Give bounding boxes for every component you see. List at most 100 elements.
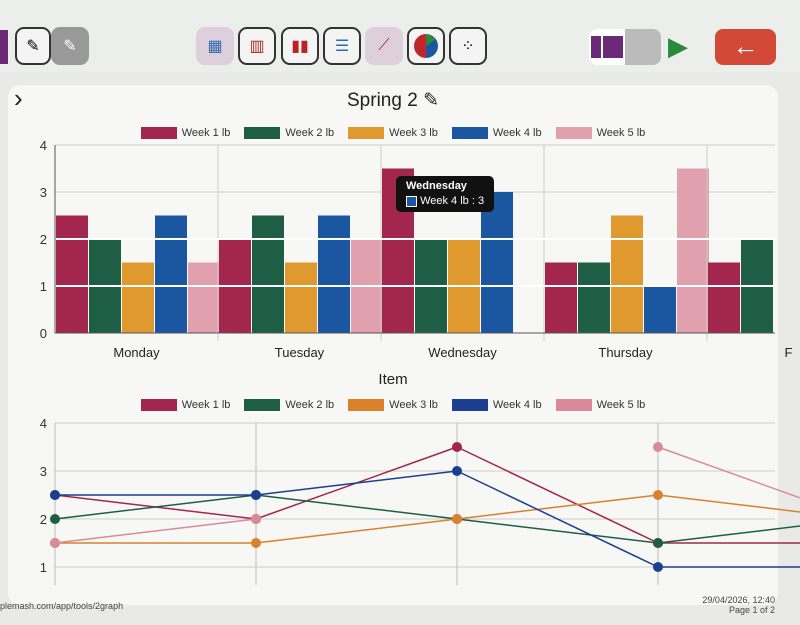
footer-url: plemash.com/app/tools/2graph [0,601,124,611]
line-legend: Week 1 lb Week 2 lb Week 3 lb Week 4 lb Week… [8,399,778,412]
legend-item[interactable]: Week 3 lb [348,127,438,140]
title-text: Spring 2 [347,90,418,111]
tooltip-swatch [406,195,417,207]
data-point [50,538,60,548]
notes-button[interactable]: ✎ [51,27,89,65]
data-point [251,514,261,524]
tooltip: Wednesday Week 4 lb : 3 [396,176,495,212]
series-line [657,494,800,513]
series-line [255,518,458,544]
bar-chart-button[interactable]: ▮▮ [281,27,319,65]
legend-item[interactable]: Week 4 lb [451,127,542,140]
bar [155,215,187,333]
legend-swatch [555,399,592,412]
bar [56,215,88,333]
legend-swatch [451,399,488,412]
data-point [452,442,462,452]
y-tick-label: 1 [40,279,47,294]
toolbar: ✎ ✎ ▦ ▥ ▮▮ ☰ ⟋ ⁘ ▶ ← [0,0,800,72]
pie-chart-button[interactable] [407,27,445,65]
legend-swatch [555,127,592,140]
chevron-right-icon[interactable]: › [14,83,23,113]
stacked-bar-button[interactable]: ▦ [196,27,234,65]
notes-off-icon: ✎ [26,38,40,55]
legend-item[interactable]: Week 2 lb [244,399,335,412]
bar [188,262,220,333]
sidebar-tab[interactable] [0,30,8,64]
legend-label: Week 1 lb [181,399,231,411]
bar [285,262,317,333]
legend-item[interactable]: Week 4 lb [451,399,542,412]
series-line [456,446,659,544]
series-line [54,494,257,520]
bar [677,168,709,333]
data-point [653,538,663,548]
legend-label: Week 2 lb [285,127,335,139]
y-tick-label: 0 [40,326,47,341]
y-tick-label: 3 [40,464,47,479]
legend-item[interactable]: Week 1 lb [140,399,231,412]
series-line [657,446,800,499]
bar [708,262,740,333]
bar [644,286,676,333]
horizontal-bar-icon: ☰ [334,38,350,55]
layout-toggle[interactable] [589,29,661,65]
x-tick-label: F [785,345,793,360]
legend-swatch [244,127,281,140]
x-tick-label: Wednesday [428,345,497,360]
line-chart-button[interactable]: ⟋ [365,27,403,65]
pie-chart-icon [414,34,438,58]
legend-label: Week 2 lb [285,399,335,411]
line-chart-icon: ⟋ [378,37,390,54]
data-point [452,514,462,524]
arrow-left-icon: ← [732,31,759,61]
grid-bar-icon: ▥ [249,38,265,55]
y-tick-label: 2 [40,232,47,247]
pencil-icon[interactable]: ✎ [423,90,439,111]
data-point [251,490,261,500]
scatter-button[interactable]: ⁘ [449,27,487,65]
notes-off-button[interactable]: ✎ [15,27,51,65]
bar-legend: Week 1 lb Week 2 lb Week 3 lb Week 4 lb Week… [8,127,778,140]
stacked-bar-icon: ▦ [207,38,223,55]
x-tick-label: Tuesday [275,345,325,360]
bar [318,215,350,333]
legend-item[interactable]: Week 2 lb [244,127,335,140]
series-line [456,470,659,568]
bar [611,215,643,333]
horizontal-bar-button[interactable]: ☰ [323,27,361,65]
data-point [653,490,663,500]
legend-item[interactable]: Week 1 lb [140,127,231,140]
legend-item[interactable]: Week 5 lb [555,127,646,140]
y-tick-label: 1 [40,560,47,575]
back-button[interactable]: ← [715,29,776,65]
data-point [653,562,663,572]
series-line [657,525,800,544]
series-line [456,518,659,544]
bar [122,262,154,333]
footer-page: Page 1 of 2 [728,605,775,615]
legend-label: Week 4 lb [492,127,542,139]
legend-label: Week 1 lb [181,127,231,139]
bar-chart-icon: ▮▮ [291,38,309,55]
data-point [452,466,462,476]
legend-label: Week 4 lb [492,399,542,411]
x-axis-title: Item [378,371,408,388]
film-play-icon: ▶ [668,31,688,61]
bar [481,192,513,333]
bar [252,215,284,333]
series-line [456,494,659,520]
x-tick-label: Thursday [598,345,653,360]
legend-item[interactable]: Week 3 lb [348,399,438,412]
grid-bar-button[interactable]: ▥ [238,27,276,65]
legend-swatch [244,399,281,412]
graph-title[interactable]: Spring 2 ✎ [8,89,778,112]
y-tick-label: 2 [40,512,47,527]
legend-item[interactable]: Week 5 lb [555,399,645,412]
scatter-icon: ⁘ [461,38,475,55]
legend-label: Week 5 lb [596,127,646,139]
data-point [251,538,261,548]
play-movie-button[interactable]: ▶ [668,31,704,63]
side-by-side-icon[interactable] [589,29,625,65]
